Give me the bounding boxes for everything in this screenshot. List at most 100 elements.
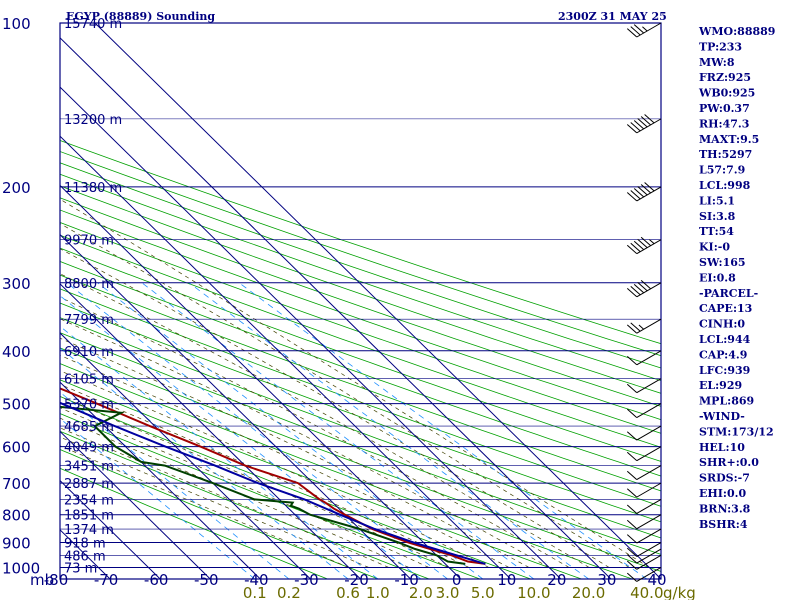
dry-adiabat — [60, 173, 661, 381]
wind-barb-feather — [633, 120, 645, 130]
wind-barb-feather — [637, 238, 648, 249]
wind-barb-staff — [636, 22, 662, 38]
wind-barb — [626, 548, 662, 564]
temperature-label: 0 — [452, 571, 462, 589]
pressure-label: 100 — [2, 15, 31, 33]
mixing-ratio-label: 3.0 — [436, 584, 460, 600]
isotherm — [60, 86, 562, 579]
height-label: 1851 m — [64, 509, 114, 524]
sounding-index: LI:5.1 — [699, 194, 735, 207]
dry-adiabat — [60, 430, 430, 579]
wind-barb — [626, 378, 662, 394]
wind-barb-staff — [636, 239, 662, 255]
isotherm — [60, 578, 61, 579]
height-label: 5370 m — [64, 398, 114, 413]
mixing-ratio-label: 2.0 — [409, 584, 433, 600]
wind-barb-feather — [637, 186, 648, 196]
wind-barb-feather — [626, 124, 638, 134]
dry-adiabat — [60, 162, 661, 369]
temperature-label: 10 — [497, 571, 516, 589]
wind-barb-feather — [630, 26, 641, 36]
sounding-index: SW:165 — [699, 256, 746, 269]
height-label: 8800 m — [64, 277, 114, 292]
temperature-label: -30 — [294, 571, 319, 589]
mixing-ratio-line — [141, 282, 535, 579]
dry-adiabat — [60, 396, 531, 579]
sounding-index: RH:47.3 — [699, 117, 749, 130]
mixing-ratio-line — [60, 417, 256, 579]
pressure-label: 200 — [2, 179, 31, 197]
wind-barb-feather — [626, 560, 638, 570]
mixing-ratio-line — [60, 347, 349, 579]
wind-barb-feather — [640, 184, 651, 194]
mixing-ratio-label: 20.0 — [572, 584, 605, 600]
wind-barb — [626, 318, 662, 334]
wind-barb-feather — [637, 282, 648, 292]
height-label: 1374 m — [64, 523, 114, 538]
dry-adiabat — [60, 332, 661, 555]
dry-adiabat — [60, 302, 661, 523]
height-label: 7799 m — [64, 313, 114, 328]
wind-barb-feather — [626, 451, 638, 462]
mixing-ratio-line — [66, 282, 448, 579]
wind-barb — [626, 554, 662, 570]
pressure-label: 800 — [2, 507, 31, 525]
pressure-label: 600 — [2, 439, 31, 457]
wind-barb-staff — [636, 350, 662, 366]
dry-adiabat — [60, 467, 328, 579]
wind-barb-feather — [637, 118, 648, 128]
wind-barb-staff — [636, 282, 662, 298]
pressure-label: 700 — [2, 475, 31, 493]
parcel-line — [60, 401, 486, 565]
skewt-grid — [60, 23, 661, 579]
height-label: 3451 m — [64, 460, 114, 475]
wind-barb — [626, 465, 662, 481]
dry-adiabat — [60, 234, 661, 448]
wind-barb-feather — [626, 324, 638, 334]
temperature-label: -40 — [244, 571, 269, 589]
wind-barb — [626, 350, 662, 366]
height-label: 73 m — [64, 561, 97, 576]
wind-barb-staff — [636, 425, 662, 441]
wind-barb-staff — [636, 528, 662, 544]
wind-barb-feather — [630, 322, 641, 332]
mixing-ratio-label: 0.2 — [277, 584, 301, 600]
wind-barb-feather — [626, 28, 638, 38]
sounding-indices: WMO:88889 TP:233 MW:8 FRZ:925 WB0:925 PW:0.37… — [698, 25, 775, 531]
sounding-index: FRZ:925 — [699, 71, 751, 84]
moist-adiabat — [60, 445, 349, 568]
wind-barb — [626, 499, 662, 514]
dry-adiabat — [60, 140, 661, 345]
sounding-index: LCL:998 — [699, 179, 751, 192]
skewt-series — [60, 387, 486, 565]
mixing-ratio-label: 5.0 — [471, 584, 495, 600]
sounding-index: -PARCEL- — [699, 287, 758, 300]
isotherm — [94, 23, 661, 579]
moist-adiabat — [60, 354, 510, 568]
wind-barb — [626, 22, 662, 38]
dry-adiabat — [60, 209, 661, 421]
wind-barb-staff — [636, 118, 662, 134]
wind-barb — [626, 182, 662, 202]
temperature-label: 30 — [597, 571, 616, 589]
sounding-index: CINH:0 — [699, 318, 745, 331]
wind-barb — [626, 425, 662, 441]
wind-barb-feather — [626, 554, 638, 564]
wind-barb-feather — [626, 534, 638, 544]
sounding-index: EI:0.8 — [699, 271, 736, 284]
dry-adiabat — [60, 222, 661, 434]
moist-adiabat — [60, 427, 389, 568]
temperature-label: -70 — [94, 571, 119, 589]
skewt-frame — [59, 22, 662, 580]
mixing-ratio-label: 0.1 — [243, 584, 267, 600]
height-label: 13200 m — [64, 113, 122, 128]
wind-barb — [626, 446, 662, 462]
sounding-index: TH:5297 — [699, 148, 752, 161]
wind-barb — [626, 114, 662, 134]
dry-adiabat — [60, 363, 633, 579]
wind-barb-feather — [626, 408, 638, 418]
moist-adiabat — [60, 417, 410, 568]
sounding-index: BSHR:4 — [699, 518, 748, 531]
height-label: 918 m — [64, 537, 106, 552]
sounding-index: TT:54 — [699, 225, 734, 238]
